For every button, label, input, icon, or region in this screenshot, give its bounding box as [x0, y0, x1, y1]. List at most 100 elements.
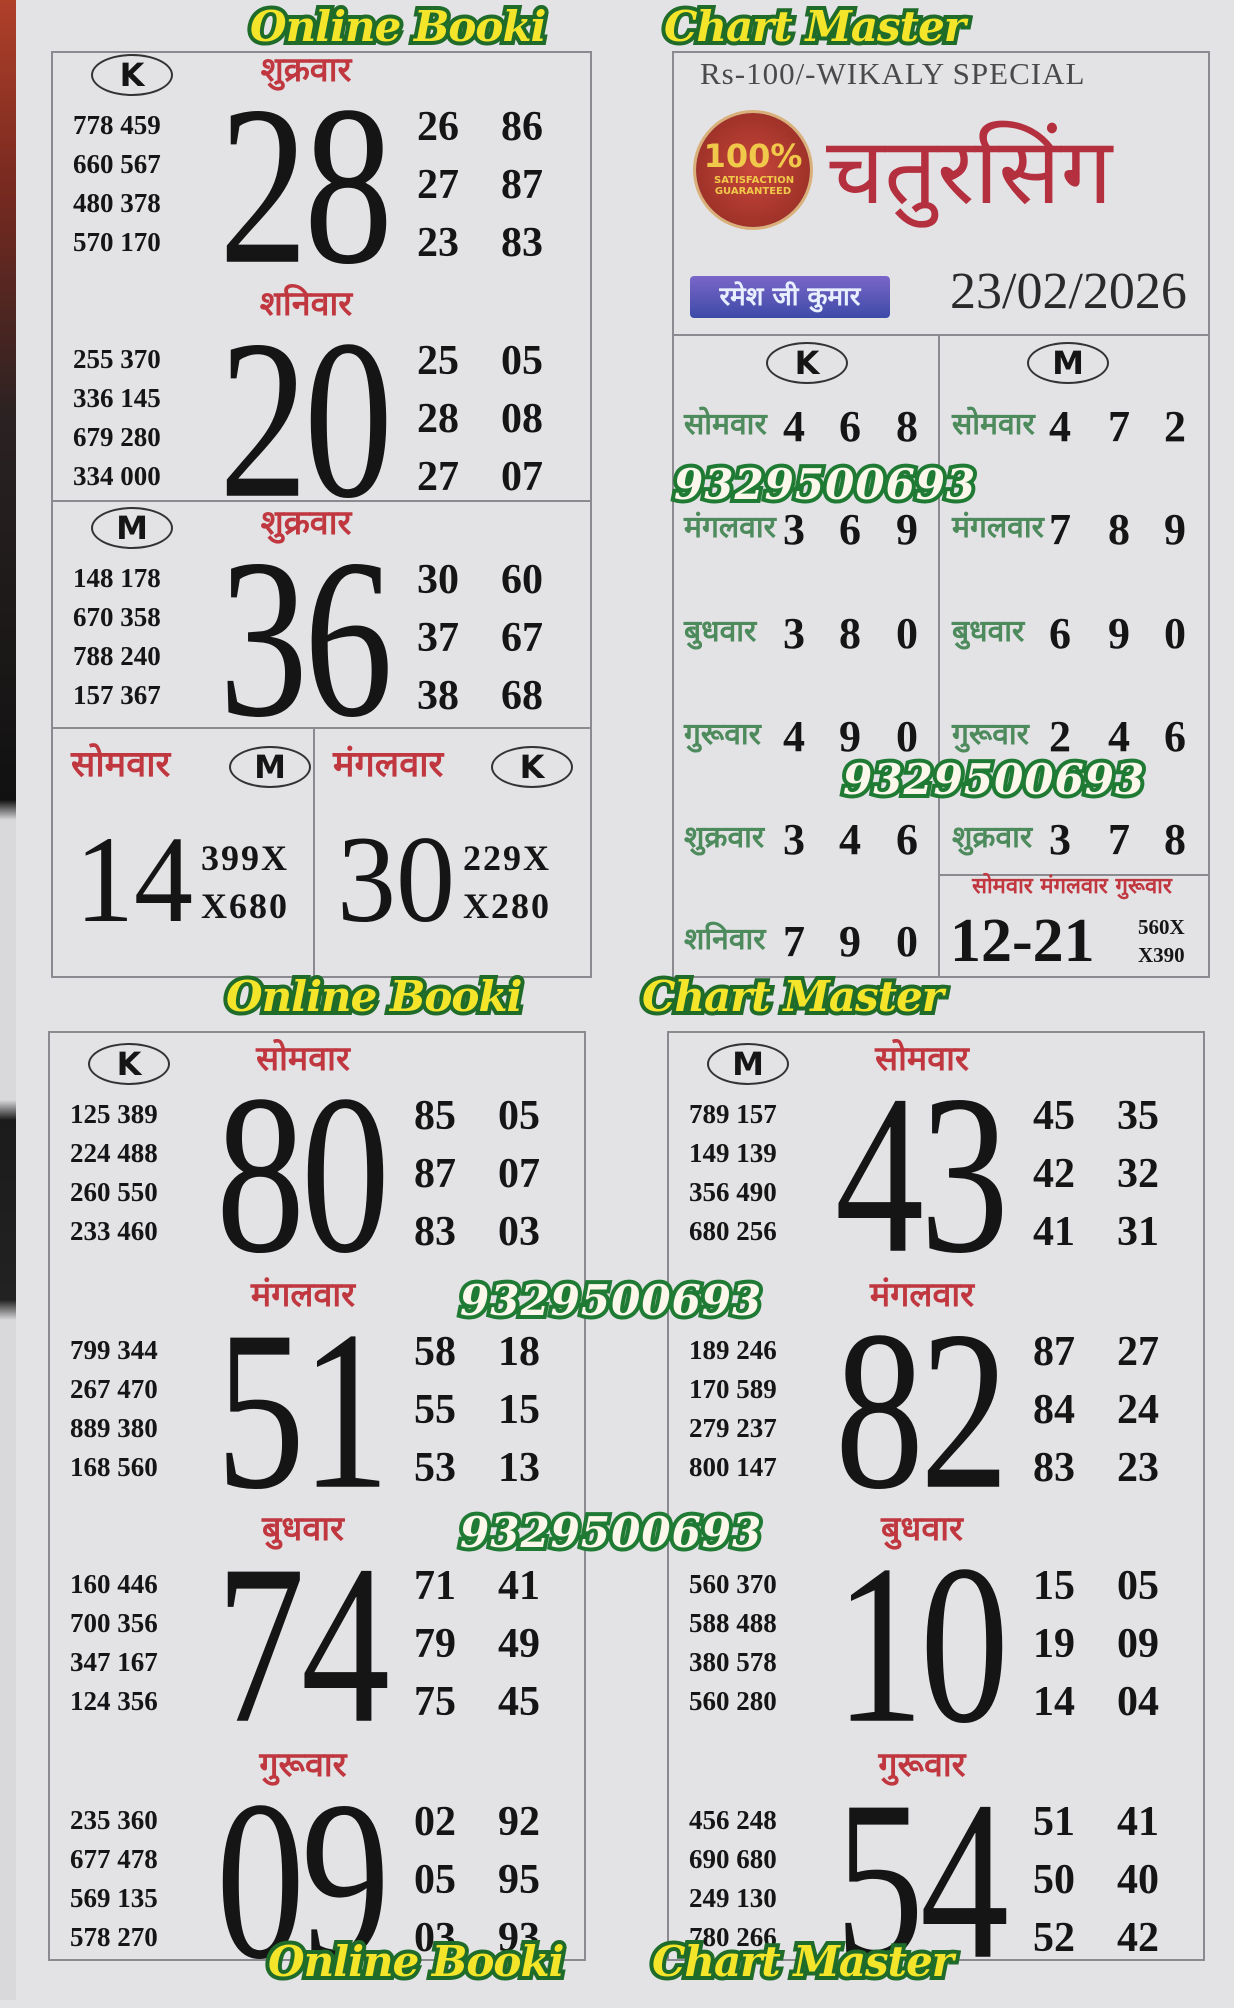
main-number: 10 — [835, 1517, 1009, 1771]
bottom-left-panel — [48, 1031, 586, 1961]
jodi-number: 42 — [1117, 1915, 1159, 1961]
panel-pair: 680 256 — [689, 1216, 777, 1246]
panel-pair: 560 280 — [689, 1686, 777, 1716]
jodi-number: 60 — [501, 557, 543, 603]
jodi-number: 41 — [498, 1563, 540, 1609]
digit: 0 — [896, 917, 918, 966]
market-badge: K — [88, 1043, 170, 1085]
digit: 3 — [1049, 815, 1071, 864]
panel-pair: 380 578 — [689, 1647, 777, 1677]
jodi-number: 08 — [501, 396, 543, 442]
jodi-number: 85 — [414, 1093, 456, 1139]
panel-number: 399X — [201, 838, 289, 878]
jodi-number: 30 — [417, 557, 459, 603]
panel-pair: 356 490 — [689, 1177, 777, 1207]
day-label: सोमवार — [71, 744, 171, 785]
jodi-number: 42 — [1033, 1151, 1075, 1197]
jodi-number: 13 — [498, 1445, 540, 1491]
market-badge: M — [1027, 342, 1109, 384]
author-badge: रमेश जी कुमार — [690, 276, 890, 318]
panel-pair: 560 370 — [689, 1569, 777, 1599]
watermark-phone: 9329500693 — [839, 751, 1148, 808]
panel-pair: 224 488 — [70, 1138, 158, 1168]
panel-pair: 124 356 — [70, 1686, 158, 1716]
day-label: शनिवार — [684, 922, 766, 957]
digit: 8 — [1164, 815, 1186, 864]
panel-pair: 679 280 — [73, 422, 161, 452]
seal-percent: 100% — [703, 137, 803, 175]
panel-pair: 233 460 — [70, 1216, 158, 1246]
day-label: मंगलवार — [250, 1275, 356, 1315]
watermark-brand: Online Booki — [264, 1933, 568, 1990]
jodi-number: 52 — [1033, 1915, 1075, 1961]
digit: 3 — [783, 609, 805, 658]
market-badge: K — [491, 746, 573, 788]
panel-number: X680 — [201, 886, 289, 926]
jodi-number: 41 — [1033, 1209, 1075, 1255]
jodi-number: 40 — [1117, 1857, 1159, 1903]
jodi-number: 92 — [498, 1799, 540, 1845]
digit: 4 — [839, 815, 861, 864]
market-badge: K — [766, 342, 848, 384]
jodi-number: 79 — [414, 1621, 456, 1667]
jodi-number: 05 — [501, 338, 543, 384]
day-label: शुक्रवार — [260, 503, 352, 543]
jodi-number: 68 — [501, 673, 543, 719]
watermark-phone: 9329500693 — [456, 1272, 765, 1329]
day-label: बुधवार — [881, 1509, 963, 1549]
digit: 0 — [896, 609, 918, 658]
jodi-number: 24 — [1117, 1387, 1159, 1433]
panel-pair: 125 389 — [70, 1099, 158, 1129]
jodi-number: 53 — [414, 1445, 456, 1491]
main-number: 54 — [835, 1753, 1009, 2007]
chart-date: 23/02/2026 — [950, 263, 1187, 320]
watermark-brand: Chart Master — [648, 1933, 958, 1990]
jodi-number: 15 — [498, 1387, 540, 1433]
panel-pair: 677 478 — [70, 1844, 158, 1874]
divider — [313, 727, 315, 976]
main-number: 43 — [835, 1047, 1009, 1301]
day-label: मंगलवार — [684, 510, 776, 545]
watermark-brand: Online Booki — [246, 0, 550, 55]
jodi-number: 71 — [414, 1563, 456, 1609]
day-label: शुक्रवार — [952, 820, 1033, 855]
market-badge: M — [229, 746, 311, 788]
digit: 6 — [1164, 712, 1186, 761]
jodi-number: 15 — [1033, 1563, 1075, 1609]
panel-pair: 189 246 — [689, 1335, 777, 1365]
digit: 4 — [1108, 712, 1130, 761]
digit: 4 — [783, 712, 805, 761]
day-label: बुधवार — [262, 1509, 344, 1549]
panel-pair: 235 360 — [70, 1805, 158, 1835]
jodi-number: 28 — [417, 396, 459, 442]
digit: 0 — [896, 712, 918, 761]
jodi-number: 50 — [1033, 1857, 1075, 1903]
digit: 9 — [839, 712, 861, 761]
jodi-number: 27 — [417, 162, 459, 208]
panel-number: X280 — [463, 886, 551, 926]
jodi-number: 86 — [501, 104, 543, 150]
combo-number: 12-21 — [950, 907, 1095, 975]
digit: 8 — [839, 609, 861, 658]
digit: 6 — [896, 815, 918, 864]
panel-pair: 170 589 — [689, 1374, 777, 1404]
digit: 7 — [783, 917, 805, 966]
digit: 9 — [1164, 505, 1186, 554]
digit: 8 — [896, 402, 918, 451]
digit: 4 — [1049, 402, 1071, 451]
jodi-number: 02 — [414, 1799, 456, 1845]
panel-pair: 690 680 — [689, 1844, 777, 1874]
main-number: 74 — [216, 1517, 390, 1771]
digit: 6 — [839, 402, 861, 451]
main-number: 28 — [219, 58, 393, 312]
panel-pair: 168 560 — [70, 1452, 158, 1482]
jodi-number: 26 — [417, 104, 459, 150]
digit: 7 — [1049, 505, 1071, 554]
jodi-number: 45 — [498, 1679, 540, 1725]
jodi-number: 05 — [1117, 1563, 1159, 1609]
jodi-number: 05 — [498, 1093, 540, 1139]
jodi-number: 49 — [498, 1621, 540, 1667]
day-label: बुधवार — [684, 614, 757, 649]
divider — [51, 727, 590, 729]
jodi-number: 75 — [414, 1679, 456, 1725]
